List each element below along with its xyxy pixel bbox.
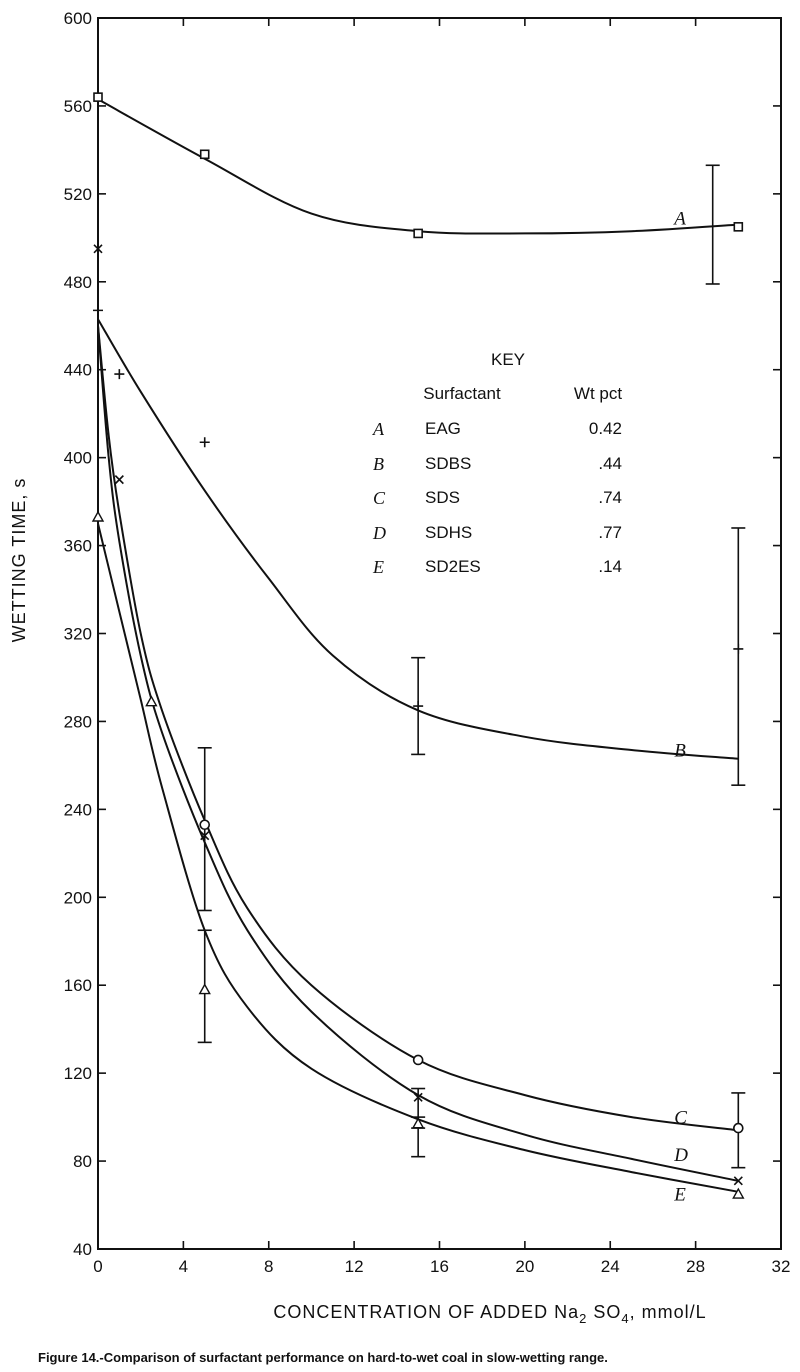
legend-row-c: C SDS .74 — [373, 488, 622, 508]
x-tick-label: 32 — [772, 1257, 791, 1276]
y-tick-label: 440 — [64, 361, 92, 380]
y-tick-label: 120 — [64, 1064, 92, 1083]
x-tick-label: 20 — [515, 1257, 534, 1276]
y-tick-label: 160 — [64, 976, 92, 995]
legend-row-d: D SDHS .77 — [372, 523, 622, 543]
y-tick-label: 240 — [64, 800, 92, 819]
curves-layer — [97, 98, 739, 1193]
y-axis-title: WETTING TIME, s — [9, 478, 29, 643]
series-c-label: C — [674, 1108, 687, 1129]
x-axis-title-main: CONCENTRATION OF ADDED Na — [273, 1302, 579, 1322]
series-b-plus-marker — [413, 701, 424, 712]
y-tick-label: 560 — [64, 97, 92, 116]
series-d-curve — [97, 325, 739, 1182]
x-axis-title-end: , mmol/L — [630, 1302, 707, 1322]
series-e-triangle-marker — [411, 1117, 425, 1129]
series-b-plus-marker — [733, 643, 744, 654]
marker-layer — [91, 92, 745, 1199]
legend-row-e: E SD2ES .14 — [372, 557, 622, 577]
legend-letter: E — [372, 557, 384, 577]
y-tick-label: 80 — [73, 1152, 92, 1171]
series-c-circle-marker — [412, 1054, 424, 1066]
x-tick-label: 0 — [93, 1257, 102, 1276]
series-d-x-marker — [93, 244, 103, 254]
series-e-label: E — [673, 1185, 686, 1206]
x-tick-label: 12 — [345, 1257, 364, 1276]
legend-letter: A — [372, 419, 385, 439]
series-a-square-marker — [93, 92, 103, 102]
series-b-curve — [97, 318, 739, 760]
legend-row-b: B SDBS .44 — [373, 454, 622, 474]
x-axis-title: CONCENTRATION OF ADDED Na2 SO4, mmol/L — [273, 1302, 706, 1326]
series-a-square-marker — [733, 222, 744, 232]
y-tick-label: 360 — [64, 537, 92, 556]
y-tick-label: 520 — [64, 185, 92, 204]
legend-letter: C — [373, 488, 386, 508]
series-e-triangle-marker — [198, 983, 211, 995]
series-e-curve — [97, 523, 739, 1193]
x-axis-title-sub1: 2 — [579, 1311, 587, 1326]
axes-layer: 4080120160200240280320360400440480520560… — [64, 9, 791, 1276]
series-d-x-marker — [413, 1092, 423, 1102]
series-b-plus-marker — [93, 305, 103, 316]
series-d-x-marker — [200, 831, 210, 841]
series-d-label: D — [673, 1145, 688, 1166]
label-layer: A B CDE — [672, 209, 688, 1206]
plot-frame — [97, 17, 782, 1250]
y-tick-label: 480 — [64, 273, 92, 292]
series-d-x-marker — [733, 1176, 743, 1186]
legend-wt-value: .77 — [598, 523, 622, 542]
x-tick-label: 4 — [179, 1257, 188, 1276]
series-d-x-marker — [114, 475, 124, 485]
x-tick-label: 28 — [686, 1257, 705, 1276]
series-a-square-marker — [413, 228, 423, 239]
series-c-curve — [97, 325, 739, 1132]
legend-col-surfactant: Surfactant — [423, 384, 501, 403]
series-c-circle-marker — [733, 1122, 744, 1134]
x-axis-title-mid: SO — [587, 1302, 621, 1322]
legend-surfactant-name: EAG — [425, 419, 461, 438]
series-e-triangle-marker — [145, 695, 158, 707]
legend-surfactant-name: SDBS — [425, 454, 471, 473]
legend-surfactant-name: SDS — [425, 488, 460, 507]
legend-row-a: A EAG 0.42 — [372, 419, 622, 439]
y-tick-label: 400 — [64, 449, 92, 468]
series-b-label: B — [674, 741, 686, 762]
legend-letter: B — [373, 454, 384, 474]
y-tick-label: 600 — [64, 9, 92, 28]
legend-letter: D — [372, 523, 386, 543]
x-tick-label: 16 — [430, 1257, 449, 1276]
legend-col-wt: Wt pct — [574, 384, 622, 403]
legend-wt-value: .74 — [598, 488, 622, 507]
series-b-plus-marker — [114, 369, 125, 380]
series-a-curve — [97, 98, 739, 235]
legend-wt-value: 0.42 — [589, 419, 622, 438]
series-a-square-marker — [199, 149, 210, 160]
y-tick-label: 200 — [64, 888, 92, 907]
legend-wt-value: .44 — [598, 454, 622, 473]
series-e-triangle-marker — [732, 1187, 745, 1199]
series-a-label: A — [672, 209, 686, 230]
y-tick-label: 320 — [64, 625, 92, 644]
legend: KEY Surfactant Wt pct A EAG 0.42 B SDBS … — [372, 350, 622, 577]
figure-caption: Figure 14.-Comparison of surfactant perf… — [38, 1350, 608, 1365]
x-tick-label: 8 — [264, 1257, 273, 1276]
legend-surfactant-name: SD2ES — [425, 557, 481, 576]
series-c-circle-marker — [199, 819, 211, 831]
y-tick-label: 40 — [73, 1240, 92, 1259]
series-b-plus-marker — [199, 437, 210, 448]
y-tick-label: 280 — [64, 712, 92, 731]
legend-title: KEY — [491, 350, 525, 369]
errorbar-layer — [197, 164, 746, 1169]
x-tick-label: 24 — [601, 1257, 620, 1276]
legend-wt-value: .14 — [598, 557, 622, 576]
x-axis-title-sub2: 4 — [621, 1311, 629, 1326]
legend-surfactant-name: SDHS — [425, 523, 472, 542]
series-e-triangle-marker — [91, 510, 105, 522]
